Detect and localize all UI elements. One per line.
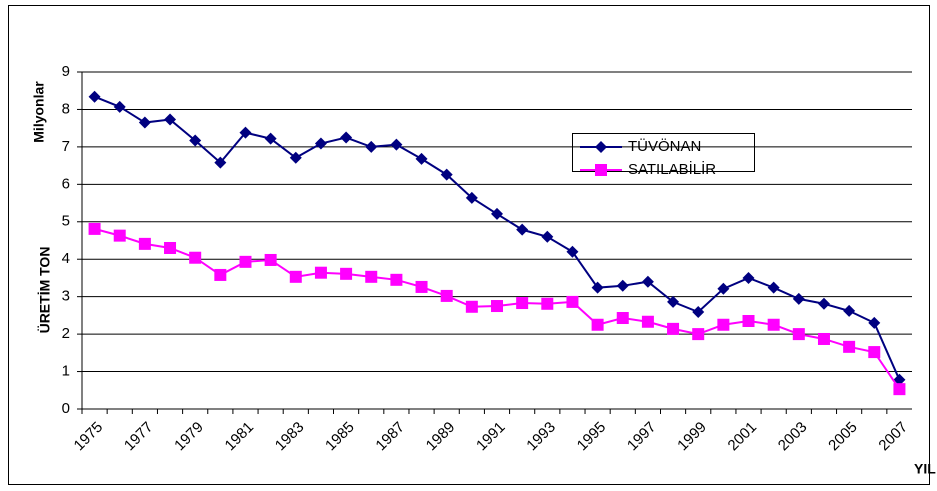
data-point — [113, 229, 126, 242]
data-point — [893, 373, 906, 386]
data-point — [365, 140, 378, 153]
data-point — [314, 266, 327, 279]
data-point — [415, 152, 428, 165]
data-point — [893, 383, 906, 396]
data-point — [189, 251, 202, 264]
y-tick-label: 1 — [62, 363, 70, 380]
data-point — [843, 304, 856, 317]
y-tick-label: 0 — [62, 400, 70, 417]
data-point — [415, 280, 428, 293]
data-point — [868, 346, 881, 359]
data-point — [591, 318, 604, 331]
data-point — [742, 271, 755, 284]
data-point — [792, 328, 805, 341]
data-point — [692, 328, 705, 341]
data-point — [465, 191, 478, 204]
data-point — [113, 100, 126, 113]
data-point — [541, 230, 554, 243]
data-point — [138, 116, 151, 129]
data-point — [516, 297, 529, 310]
data-point — [138, 237, 151, 250]
data-point — [692, 306, 705, 319]
data-point — [189, 134, 202, 147]
chart-border — [8, 5, 930, 485]
y-axis-label: ÜRETİM TON — [37, 247, 53, 334]
data-point — [491, 300, 503, 313]
y-tick-label: 2 — [62, 325, 70, 342]
data-point — [390, 273, 403, 286]
y-tick-label: 3 — [62, 288, 70, 305]
data-point — [566, 295, 579, 308]
data-point — [289, 151, 302, 164]
data-point — [641, 275, 654, 288]
data-point — [440, 168, 453, 181]
data-point — [214, 268, 227, 281]
data-point — [491, 207, 503, 220]
data-point — [239, 255, 252, 268]
data-point — [717, 318, 730, 331]
data-point — [365, 270, 378, 283]
legend-marker — [595, 164, 607, 176]
data-point — [641, 315, 654, 328]
data-point — [767, 318, 780, 331]
y-unit-label: Milyonlar — [31, 81, 47, 143]
legend-label: TÜVÖNAN — [628, 137, 701, 155]
data-point — [289, 270, 302, 283]
data-point — [264, 253, 277, 266]
y-tick-label: 7 — [62, 138, 70, 155]
data-point — [88, 222, 101, 235]
data-point — [817, 297, 830, 310]
data-point — [340, 267, 353, 280]
legend-label: SATILABİLİR — [628, 160, 716, 178]
data-point — [164, 241, 177, 254]
data-point — [616, 279, 629, 292]
data-point — [164, 113, 177, 126]
data-point — [717, 282, 730, 295]
data-point — [817, 332, 830, 345]
data-point — [667, 322, 680, 335]
data-point — [264, 132, 277, 145]
data-point — [591, 281, 604, 294]
data-point — [868, 316, 881, 329]
y-tick-label: 6 — [62, 175, 70, 192]
data-point — [516, 223, 529, 236]
data-point — [239, 126, 252, 139]
data-point — [214, 156, 227, 169]
y-tick-label: 5 — [62, 213, 70, 230]
data-point — [340, 131, 353, 144]
data-point — [88, 90, 101, 103]
data-point — [465, 300, 478, 313]
data-point — [742, 315, 755, 328]
data-point — [440, 289, 453, 302]
data-point — [390, 138, 403, 151]
data-point — [667, 295, 680, 308]
x-axis-label: YIL — [914, 461, 936, 477]
data-point — [767, 281, 780, 294]
data-point — [566, 245, 579, 258]
legend-marker — [595, 141, 607, 153]
data-point — [843, 340, 856, 353]
y-tick-label: 4 — [62, 250, 70, 267]
data-point — [541, 297, 554, 310]
y-tick-label: 9 — [62, 63, 70, 80]
data-point — [792, 292, 805, 305]
y-tick-label: 8 — [62, 100, 70, 117]
data-point — [616, 312, 629, 325]
data-point — [314, 137, 327, 150]
